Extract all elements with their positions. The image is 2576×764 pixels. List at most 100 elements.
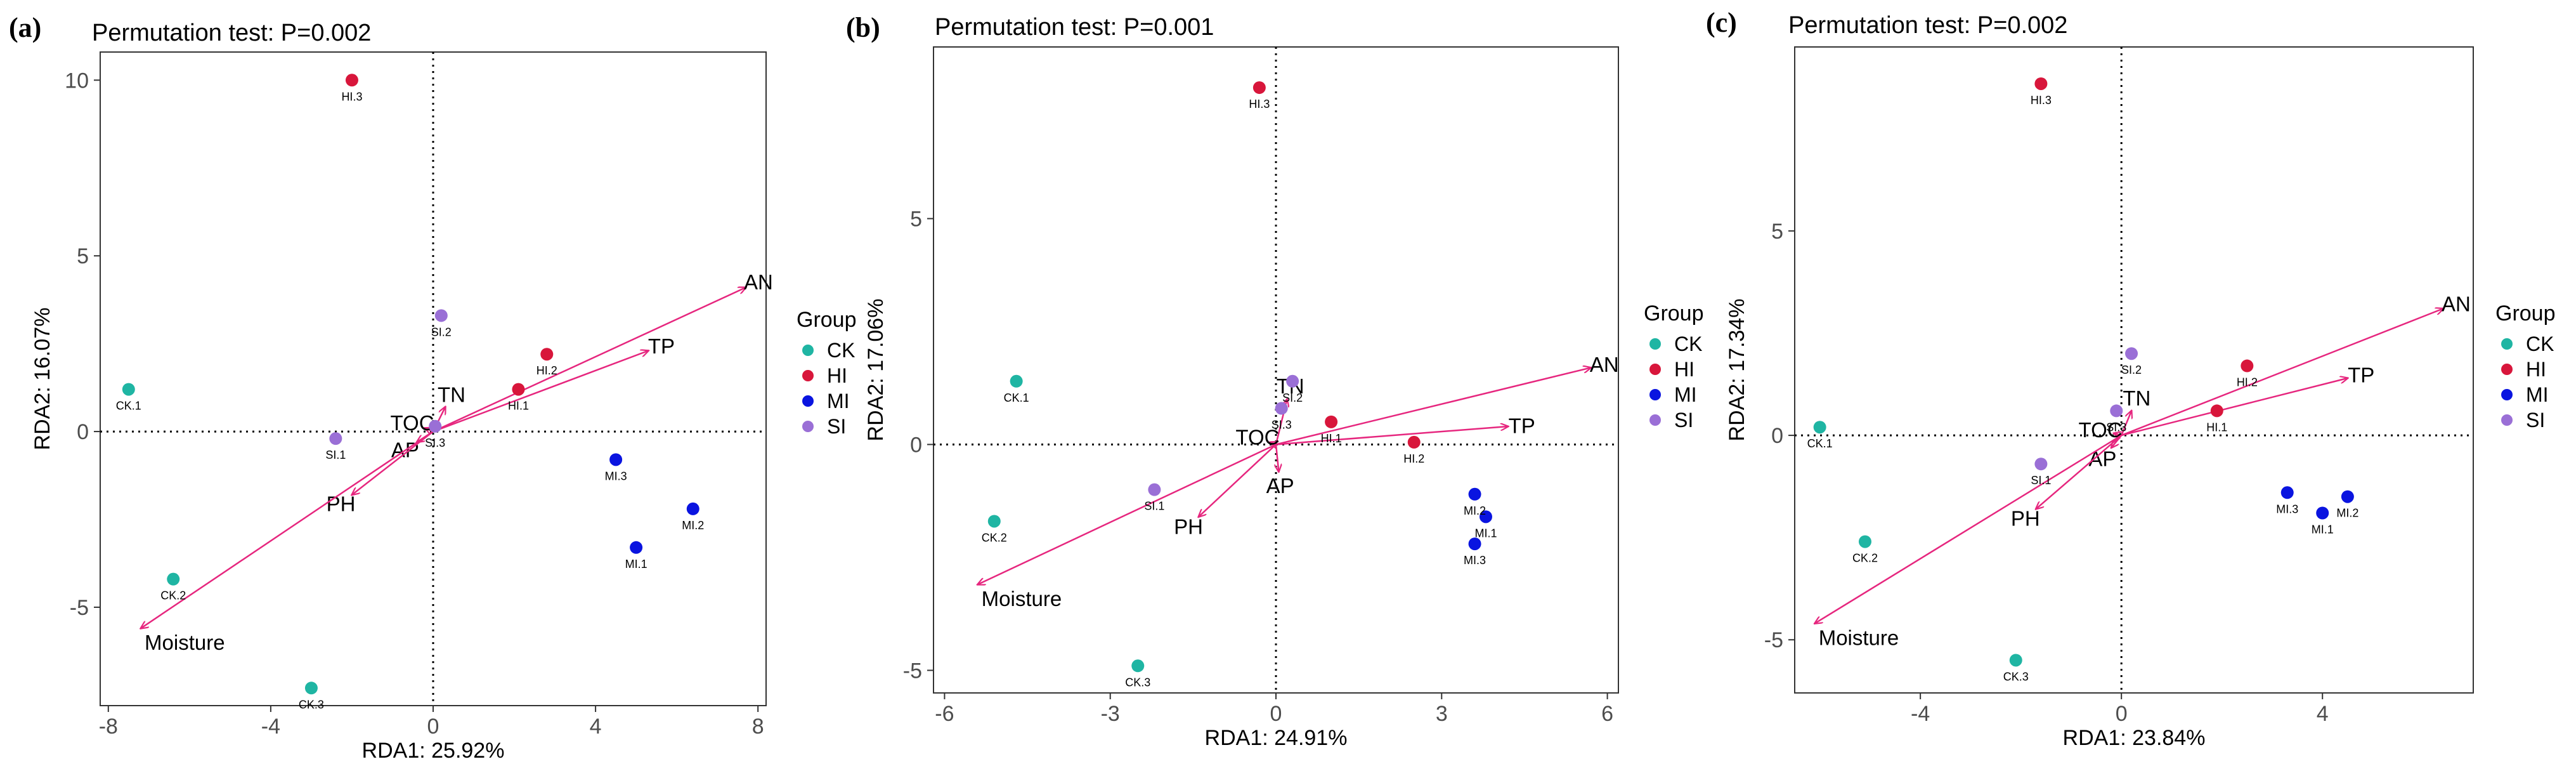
arrow-label: Moisture (145, 631, 225, 654)
data-point (2110, 404, 2123, 418)
legend-swatch (1649, 389, 1661, 400)
data-point (2034, 77, 2048, 90)
point-label: HI.2 (1403, 452, 1424, 465)
arrow-ph (352, 431, 434, 495)
y-tick-label: -5 (1764, 628, 1783, 652)
point-label: CK.3 (2003, 670, 2029, 683)
data-point (2034, 458, 2048, 471)
arrow-label: AP (1266, 474, 1294, 497)
legend-title: Group (1644, 301, 1704, 326)
arrow-moisture (141, 431, 434, 628)
chart-title: Permutation test: P=0.001 (935, 14, 1214, 41)
point-label: MI.3 (1464, 554, 1486, 567)
data-point (987, 515, 1001, 528)
arrow-label: TP (1509, 414, 1535, 437)
data-point (630, 541, 643, 554)
point-label: MI.1 (625, 558, 647, 570)
data-point (1275, 402, 1288, 415)
data-point (2210, 404, 2223, 418)
legend-entry: CK (1674, 333, 1702, 355)
data-point (2341, 490, 2354, 503)
data-point (1286, 374, 1299, 388)
sample-points: CK.1 CK.2 CK.3 HI.1 HI.2 HI.3 MI.1 MI.2 MI.3 SI.1… (982, 81, 1497, 688)
arrow-label: PH (2011, 506, 2040, 530)
arrow-moisture (978, 444, 1277, 584)
chart-title: Permutation test: P=0.002 (1788, 12, 2067, 39)
data-point (1148, 483, 1161, 496)
data-point (122, 383, 135, 396)
point-label: HI.2 (537, 364, 557, 377)
legend-swatch (2501, 414, 2513, 426)
data-point (1325, 415, 1338, 428)
chart-title: Permutation test: P=0.002 (92, 20, 371, 46)
data-point (345, 74, 358, 87)
data-point (609, 453, 623, 466)
y-axis-label: RDA2: 16.07% (30, 308, 55, 451)
arrow-label: PH (1174, 515, 1203, 538)
arrow-moisture (1815, 435, 2122, 623)
y-axis-label: RDA2: 17.06% (864, 299, 888, 442)
x-axis-label: RDA1: 24.91% (1205, 726, 1348, 750)
y-tick-label: -5 (903, 659, 922, 683)
point-label: MI.2 (682, 519, 704, 532)
data-point (1131, 659, 1145, 673)
point-label: CK.3 (1125, 676, 1150, 688)
legend-entry: HI (1674, 358, 1695, 381)
arrow-label: Moisture (1819, 626, 1899, 649)
point-label: SI.3 (2106, 421, 2126, 433)
rda-panel-1: (a) Permutation test: P=0.002 -8 -4 0 4 8 -5 0 5 1… (9, 12, 857, 763)
x-tick-label: -3 (1101, 702, 1120, 726)
panel-label: (c) (1706, 7, 1737, 38)
point-label: SI.2 (2121, 364, 2142, 376)
point-label: CK.1 (116, 400, 141, 412)
point-label: MI.2 (2336, 507, 2358, 520)
legend-swatch (2501, 364, 2513, 375)
arrow-toc (2114, 433, 2121, 435)
legend-swatch (1649, 338, 1661, 350)
legend-entry: CK (2526, 333, 2554, 355)
legend-entry: SI (827, 415, 846, 438)
sample-points: CK.1 CK.2 CK.3 HI.1 HI.2 HI.3 MI.1 MI.2 MI.3 SI.1… (116, 74, 704, 711)
arrow-ap (1276, 444, 1278, 471)
rda-panel-3: (c) Permutation test: P=0.002 -4 0 4 -5 0 5 RDA1… (1706, 7, 2556, 750)
y-tick-label: 5 (1771, 220, 1783, 244)
data-point (434, 309, 448, 322)
arrow-label: AP (2088, 447, 2116, 470)
arrow-tp (1275, 426, 1508, 445)
x-tick-label: 6 (1601, 702, 1613, 726)
point-label: SI.3 (1272, 419, 1292, 431)
data-point (1252, 81, 1266, 95)
x-tick-label: 0 (2116, 702, 2128, 726)
rda-panel-2: (b) Permutation test: P=0.001 -6 -3 0 3 6 -5 0 5 R… (846, 12, 1704, 750)
point-label: HI.1 (508, 400, 529, 412)
point-label: HI.1 (1321, 432, 1342, 445)
y-tick-label: -5 (70, 596, 89, 620)
point-label: MI.1 (2312, 524, 2334, 536)
x-axis-label: RDA1: 23.84% (2063, 726, 2206, 750)
data-point (1858, 535, 1871, 548)
data-point (2009, 654, 2022, 667)
y-tick-label: 0 (1771, 424, 1783, 448)
legend-swatch (802, 370, 814, 381)
arrow-tn (2121, 411, 2131, 436)
legend-entry: SI (1674, 409, 1693, 431)
arrow-an (2121, 308, 2443, 437)
point-label: SI.2 (1282, 392, 1303, 404)
plot-border (1794, 46, 2474, 694)
y-tick-label: 5 (77, 244, 89, 268)
point-label: CK.3 (299, 698, 324, 711)
data-point (686, 502, 699, 515)
panel-label: (a) (9, 12, 41, 43)
data-point (2280, 486, 2294, 499)
arrow-label: TOC (1235, 426, 1279, 449)
arrow-an (1275, 367, 1590, 445)
y-tick-label: 0 (77, 420, 89, 444)
arrow-label: Moisture (982, 587, 1062, 610)
legend-swatch (802, 395, 814, 407)
arrow-label: AN (2442, 292, 2471, 315)
x-tick-label: -4 (1911, 702, 1930, 726)
